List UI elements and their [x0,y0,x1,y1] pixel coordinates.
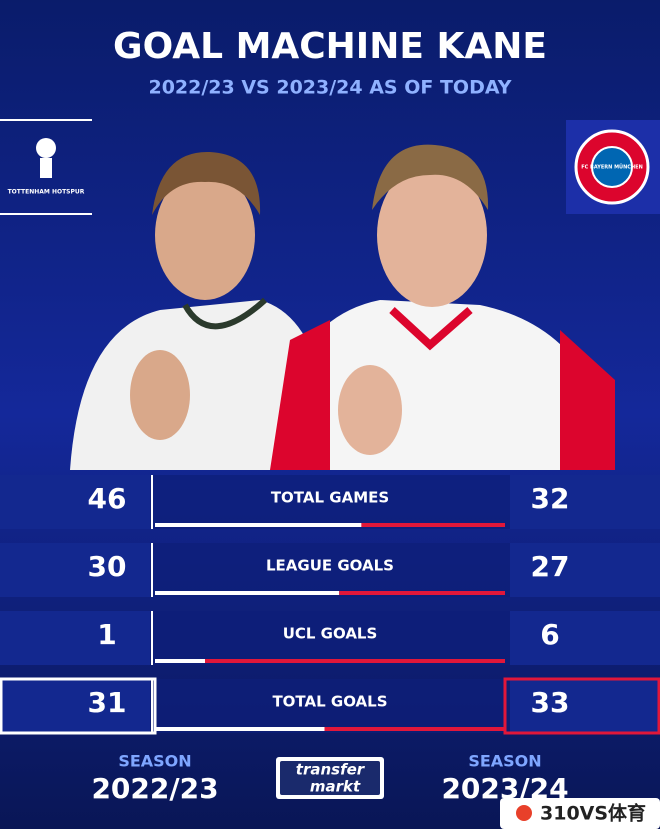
left-value: 46 [88,482,127,515]
season-caption: SEASON [118,752,191,771]
spurs-logo: TOTTENHAM HOTSPUR [0,119,92,215]
bayern-logo: FC BAYERN MÜNCHEN [566,120,660,214]
stat-label: TOTAL GAMES [271,489,389,507]
brand-text: markt [310,778,361,796]
title: GOAL MACHINE KANE [113,26,547,67]
highlight-left [0,677,157,735]
stat-label: TOTAL GOALS [272,693,387,711]
right-value: 32 [531,482,570,515]
right-value: 33 [531,686,570,719]
bar-left [155,523,362,527]
stat-label: LEAGUE GOALS [266,557,394,575]
right-value: 27 [531,550,570,583]
bar-left [155,727,325,731]
left-value: 1 [97,618,116,651]
right-cell [510,679,660,733]
spurs-text: TOTTENHAM HOTSPUR [8,189,85,196]
stat-label: UCL GOALS [283,625,378,643]
bar-left [155,591,340,595]
left-cell [0,679,150,733]
left-cell [0,611,150,665]
right-value: 6 [540,618,559,651]
right-cell [510,475,660,529]
left-cell [0,475,150,529]
bar-right [361,523,505,527]
left-value: 31 [88,686,127,719]
season-caption: SEASON [468,752,541,771]
subtitle: 2022/23 VS 2023/24 AS OF TODAY [148,77,511,99]
left-value: 30 [88,550,127,583]
bar-right [339,591,505,595]
bar-left [155,659,205,663]
brand-logo: transfer markt [276,757,384,799]
right-cell [510,611,660,665]
stats-table: 46 32 TOTAL GAMES 30 27 LEAGUE GOALS 1 6 UCL GOA… [0,475,660,735]
bar-right [324,727,505,731]
watermark-text: 310VS体育 [540,802,646,825]
player-right [270,144,615,470]
left-cell [0,543,150,597]
player-left [70,151,330,470]
bayern-text: FC BAYERN MÜNCHEN [581,164,643,171]
bar-right [205,659,505,663]
highlight-right [503,677,660,735]
brand-text: transfer [296,761,366,779]
season-label: 2022/23 [91,772,218,805]
watermark: 310VS体育 [500,798,660,829]
right-cell [510,543,660,597]
